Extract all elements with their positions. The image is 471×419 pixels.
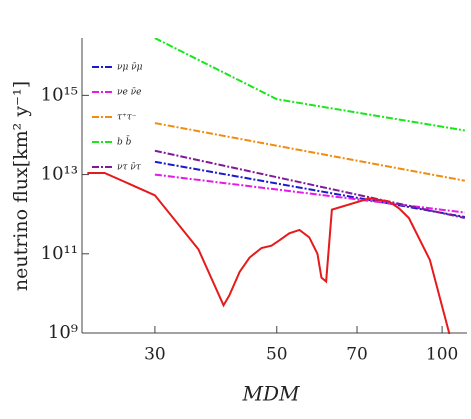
series-line	[154, 122, 466, 182]
x-tick-label: 30	[144, 345, 166, 365]
y-tick-label: 10¹³	[41, 164, 78, 185]
legend-label: τ⁺τ⁻	[117, 113, 137, 123]
legend-label: b b̄	[117, 136, 132, 148]
y-tick-label: 10¹¹	[41, 243, 78, 264]
x-tick-label: 70	[346, 345, 368, 365]
series-line	[87, 171, 451, 334]
y-axis-label: neutrino flux[km² y⁻¹]	[10, 81, 32, 291]
legend-label: ντ ν̄τ	[117, 163, 142, 173]
x-tick-label: 100	[426, 345, 458, 365]
plot-area	[87, 38, 466, 334]
legend-label: νμ ν̄μ	[117, 63, 143, 73]
series-line	[154, 38, 466, 132]
series-line	[154, 173, 465, 214]
y-tick-label: 10¹⁵	[41, 84, 78, 105]
series-line	[154, 149, 466, 219]
x-tick-label: 50	[266, 345, 288, 365]
legend-label: νe ν̄e	[117, 88, 141, 98]
x-axis-label: MDM	[242, 382, 301, 406]
y-tick-label: 10⁹	[48, 322, 78, 343]
